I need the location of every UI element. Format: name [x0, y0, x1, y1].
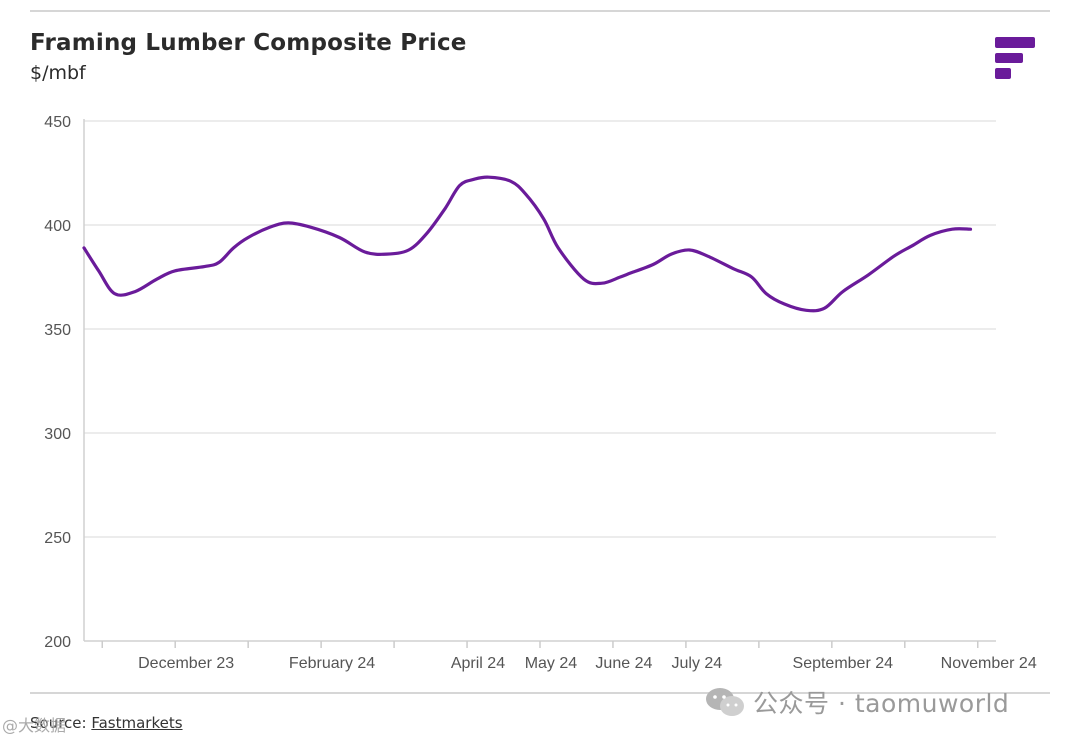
x-tick-label: July 24 [672, 655, 723, 672]
logo-bar-top [995, 37, 1035, 48]
series-group [82, 175, 973, 313]
chart-unit: $/mbf [30, 62, 86, 84]
gridlines [84, 120, 996, 538]
series-line-0 [82, 175, 973, 313]
y-tick-label: 300 [44, 426, 71, 443]
source-note: Source: Fastmarkets [30, 714, 183, 732]
x-tick-label: February 24 [289, 655, 375, 672]
fastmarkets-logo-icon [995, 37, 1035, 79]
watermark: 公众号 · taomuworld [705, 684, 1009, 720]
y-tick-label: 400 [44, 218, 71, 235]
y-tick-label: 450 [44, 114, 71, 131]
x-tick-label: June 24 [595, 655, 652, 672]
watermark-left: @大数据 [2, 716, 67, 735]
chart-title: Framing Lumber Composite Price [30, 30, 467, 56]
wechat-icon [706, 688, 744, 716]
logo-bar-bottom [995, 68, 1011, 79]
x-tick-label: November 24 [941, 655, 1037, 672]
x-tick-label: September 24 [793, 655, 894, 672]
line-chart: 200 250 300 350 400 450 December 23 February 2… [44, 114, 1037, 672]
source-label: Source: [30, 714, 92, 732]
x-tick-label: April 24 [451, 655, 505, 672]
source-link[interactable]: Fastmarkets [91, 714, 183, 732]
bottom-divider [30, 692, 1050, 694]
top-divider [30, 10, 1050, 12]
watermark-text: 公众号 · taomuworld [753, 689, 1010, 718]
x-tick-label: December 23 [138, 655, 234, 672]
y-axis: 200 250 300 350 400 450 [44, 114, 85, 651]
x-axis: December 23 February 24 April 24 May 24 June… [84, 640, 1037, 672]
y-tick-label: 350 [44, 322, 71, 339]
y-tick-label: 250 [44, 530, 71, 547]
y-tick-label: 200 [44, 634, 71, 651]
logo-bar-middle [995, 53, 1023, 63]
x-tick-label: May 24 [525, 655, 578, 672]
